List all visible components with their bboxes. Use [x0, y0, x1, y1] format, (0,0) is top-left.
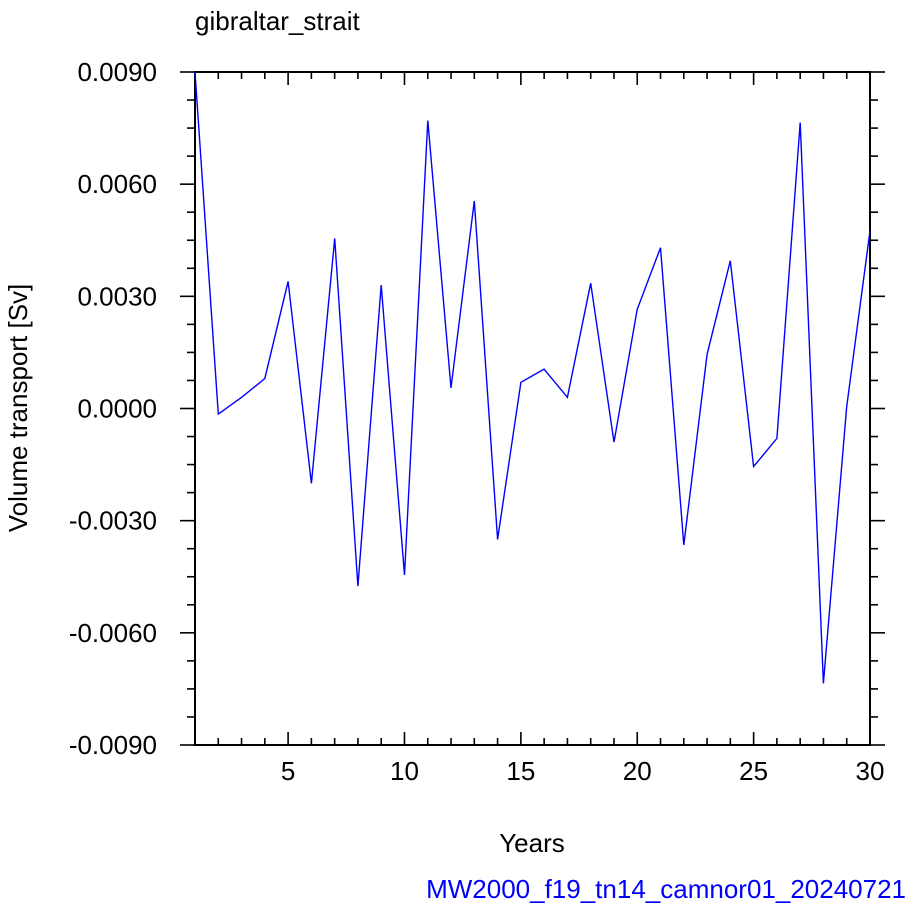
y-tick-label: 0.0090 [77, 57, 157, 87]
series-line [194, 71, 871, 684]
y-tick-label: 0.0000 [77, 394, 157, 424]
x-axis-label: Years [499, 828, 565, 858]
axis-ticks [180, 71, 885, 746]
series-layer [194, 71, 871, 684]
run-name-label: MW2000_f19_tn14_camnor01_20240721 [426, 874, 906, 904]
y-tick-label: -0.0030 [69, 506, 157, 536]
x-tick-label: 10 [390, 756, 419, 786]
x-tick-label: 30 [856, 756, 885, 786]
x-tick-label: 15 [506, 756, 535, 786]
chart-title: gibraltar_strait [195, 6, 361, 36]
x-tick-label: 20 [623, 756, 652, 786]
y-tick-label: 0.0030 [77, 281, 157, 311]
y-tick-label: 0.0060 [77, 169, 157, 199]
y-tick-label: -0.0090 [69, 730, 157, 760]
y-axis-label: Volume transport [Sv] [3, 284, 33, 533]
y-tick-label: -0.0060 [69, 618, 157, 648]
tick-labels: 5 10 15 20 25 30 -0.0090 -0.0060 -0.0030 0.0000 0.… [69, 57, 885, 786]
x-tick-label: 5 [281, 756, 295, 786]
x-tick-label: 25 [739, 756, 768, 786]
